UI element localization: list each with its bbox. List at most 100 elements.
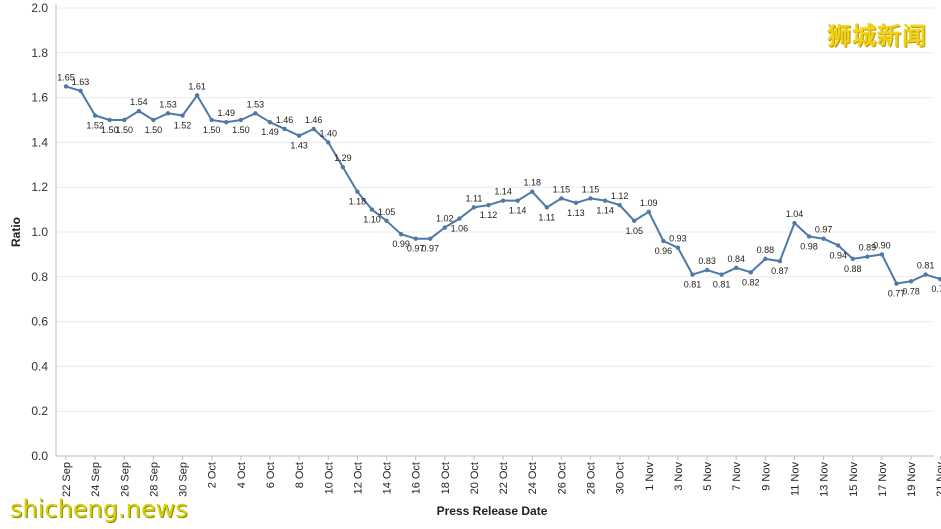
data-point xyxy=(194,93,200,98)
x-tick-label: 24 Sep xyxy=(90,462,102,497)
data-point xyxy=(806,234,812,239)
data-point xyxy=(398,232,404,237)
data-label: 0.87 xyxy=(771,266,789,276)
x-tick-label: 28 Oct xyxy=(586,462,598,494)
data-label: 0.94 xyxy=(829,250,847,260)
y-tick-label: 1.4 xyxy=(31,135,48,149)
data-label: 1.43 xyxy=(290,141,308,151)
data-point xyxy=(923,272,928,277)
data-point xyxy=(151,117,156,123)
data-label: 1.14 xyxy=(494,187,512,197)
data-label-layer: 1.651.631.521.501.501.541.501.531.521.61… xyxy=(57,72,941,298)
data-point xyxy=(617,202,622,208)
watermark-bottom-left: shicheng.news xyxy=(10,495,188,523)
y-tick-label: 2.0 xyxy=(31,1,48,15)
x-tick-label: 22 Sep xyxy=(61,462,73,497)
data-point xyxy=(879,252,885,257)
y-tick-label: 1.0 xyxy=(31,225,48,239)
data-point xyxy=(296,133,302,138)
x-tick-label: 1 Nov xyxy=(644,462,656,491)
data-point xyxy=(908,279,914,284)
data-label: 1.65 xyxy=(57,72,75,82)
x-tick-label: 5 Nov xyxy=(702,462,714,491)
data-point xyxy=(734,265,739,271)
data-label: 1.61 xyxy=(188,81,206,91)
data-point xyxy=(311,126,316,132)
x-tick-label: 30 Oct xyxy=(615,462,627,494)
x-tick-label: 11 Nov xyxy=(790,462,802,497)
data-label: 0.89 xyxy=(859,243,877,253)
data-label: 1.13 xyxy=(567,208,585,218)
data-point xyxy=(457,216,462,221)
data-point xyxy=(442,225,448,230)
data-label: 1.09 xyxy=(640,198,658,208)
data-point xyxy=(573,200,579,206)
y-tick-label: 0.0 xyxy=(31,449,48,463)
series-layer xyxy=(63,84,941,286)
x-tick-label: 14 Oct xyxy=(382,462,394,494)
data-label: 1.29 xyxy=(334,153,352,163)
data-point xyxy=(471,205,477,210)
x-tick-label: 13 Nov xyxy=(819,462,831,497)
data-point xyxy=(253,111,258,116)
data-label: 1.15 xyxy=(553,184,571,194)
data-point xyxy=(238,117,244,123)
data-point xyxy=(326,140,331,145)
x-tick-label: 26 Sep xyxy=(119,462,131,497)
x-tick-label: 9 Nov xyxy=(760,462,772,491)
data-label: 1.05 xyxy=(378,207,396,217)
x-tick-label: 16 Oct xyxy=(411,462,423,494)
data-point xyxy=(836,243,841,248)
x-tick-label: 30 Sep xyxy=(178,462,190,497)
data-label: 1.50 xyxy=(232,125,250,135)
y-tick-label: 0.6 xyxy=(31,315,48,329)
data-point xyxy=(646,209,651,215)
x-tick-label: 17 Nov xyxy=(877,462,889,497)
data-point xyxy=(92,113,98,118)
data-point xyxy=(632,218,637,223)
data-label: 1.12 xyxy=(480,210,498,220)
data-label: 0.98 xyxy=(800,241,818,251)
data-label: 1.46 xyxy=(305,115,323,125)
data-label: 1.63 xyxy=(72,77,90,87)
x-tick-label: 12 Oct xyxy=(352,462,364,494)
x-tick-label: 22 Oct xyxy=(498,462,510,494)
data-label: 1.49 xyxy=(218,108,236,118)
data-label: 1.50 xyxy=(203,125,221,135)
data-point xyxy=(428,236,433,241)
data-label: 1.53 xyxy=(247,99,265,109)
x-tick-label: 6 Oct xyxy=(265,462,277,488)
data-label: 0.96 xyxy=(655,246,673,256)
y-tick-label: 0.4 xyxy=(31,359,48,373)
data-label: 0.97 xyxy=(815,225,833,235)
data-label: 1.46 xyxy=(276,115,294,125)
y-tick-label: 0.2 xyxy=(31,404,48,418)
data-label: 1.02 xyxy=(436,214,454,224)
data-label: 1.50 xyxy=(145,125,163,135)
data-label: 1.06 xyxy=(451,224,469,234)
data-point xyxy=(719,272,724,277)
x-tick-label: 2 Oct xyxy=(207,462,219,488)
data-label: 1.52 xyxy=(86,121,104,131)
data-label: 0.97 xyxy=(407,244,425,254)
data-label: 1.18 xyxy=(349,197,367,207)
data-label: 1.53 xyxy=(159,99,177,109)
x-tick-label: 24 Oct xyxy=(527,462,539,494)
data-label: 1.14 xyxy=(509,206,527,216)
data-label: 1.54 xyxy=(130,97,148,107)
data-point xyxy=(282,126,287,132)
data-point xyxy=(544,205,550,210)
data-label: 1.40 xyxy=(319,128,337,138)
y-tick-label: 0.8 xyxy=(31,270,48,284)
data-label: 1.49 xyxy=(261,127,279,137)
data-point xyxy=(267,120,273,125)
data-point xyxy=(63,84,69,89)
x-tick-label: 21 Nov xyxy=(935,462,941,497)
data-point xyxy=(515,198,520,203)
data-label: 0.81 xyxy=(917,261,935,271)
data-point xyxy=(763,256,768,262)
data-label: 0.84 xyxy=(727,254,745,264)
data-point xyxy=(792,220,797,226)
